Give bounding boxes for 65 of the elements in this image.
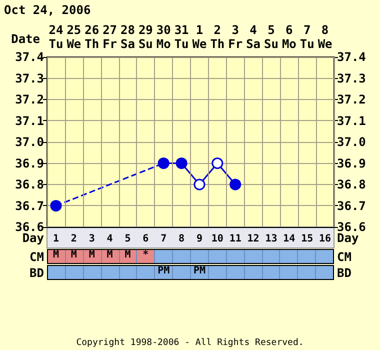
text: 3 Fr — [228, 23, 243, 51]
x-tick-label: 8 — [178, 234, 185, 244]
y2-tick-label: 37.2 — [337, 92, 366, 106]
x-tick-label: 6 * — [142, 234, 149, 260]
category-label: 9 PM — [193, 234, 206, 276]
y-tick-label: 36.9 — [15, 156, 44, 170]
y2-tick-label: 37.4 — [337, 50, 366, 64]
x-axis-title: Day — [22, 231, 44, 245]
text: 5 Su — [264, 23, 278, 51]
x-tick-label: 13 — [265, 234, 278, 244]
point — [176, 158, 188, 169]
text: 31 Tu — [174, 23, 189, 51]
y-tick-label: 37.2 — [15, 92, 44, 106]
y-tick-label: 37.3 — [15, 71, 44, 86]
y2-tick-label: 36.6 — [337, 220, 366, 234]
text: 26 Th — [84, 23, 100, 51]
y2-tick-label: 36.8 — [337, 178, 366, 192]
y2-tick-label: 37.3 — [337, 71, 366, 86]
x-tick-label: 4 M — [106, 234, 113, 260]
text: 29 Su — [138, 23, 153, 51]
x-tick-label: 1 M — [52, 234, 59, 260]
x-tick-label: 15 — [301, 234, 314, 244]
chart-title: Oct 24, 2006 — [4, 3, 91, 17]
point — [50, 200, 62, 212]
point — [158, 158, 170, 169]
text: 1 We — [192, 23, 207, 51]
text: 28 Sa — [120, 23, 135, 51]
text: CM — [30, 250, 44, 264]
y-tick-label: 37.0 — [15, 135, 44, 149]
x-tick-label: 11 — [229, 234, 242, 244]
text: 6 Mo — [282, 23, 296, 51]
point — [230, 178, 242, 190]
y2-tick-label: 37.0 — [337, 135, 366, 149]
y2-tick-label: 36.9 — [337, 156, 366, 170]
x-tick-label: 3 M — [88, 234, 95, 260]
x-tick-label: 2 M — [70, 234, 77, 260]
y-tick-label: 37.1 — [15, 114, 44, 128]
y-tick-label: 37.4 — [15, 50, 44, 64]
text: 25 We — [66, 23, 82, 51]
y2-tick-label: 36.7 — [337, 198, 366, 213]
x-tick-label: 12 — [247, 234, 260, 244]
x-tick-label: 16 — [319, 234, 332, 244]
y-tick-label: 36.6 — [15, 220, 44, 234]
x-tick-label: 5 M — [124, 234, 131, 260]
text: 24 Tu — [48, 23, 64, 51]
text: 2 Th — [210, 23, 225, 51]
x-tick-label: 10 — [211, 234, 224, 244]
text: 27 Fr — [102, 23, 118, 51]
y-tick-label: 36.8 — [15, 178, 44, 192]
text: 4 Sa — [246, 23, 261, 51]
text: Copyright 1998-2006 - All Rights Reserved. — [76, 338, 304, 348]
text: BD — [30, 266, 44, 280]
text: CM — [337, 250, 352, 264]
x-tick-label: 14 — [283, 234, 296, 244]
x2-axis-title: Date — [11, 32, 40, 46]
category-label: 7 PM — [158, 234, 170, 276]
text: BD — [337, 266, 352, 280]
y-tick-label: 36.7 — [15, 198, 44, 213]
text: 8 We — [318, 23, 332, 51]
y2-tick-label: 37.1 — [337, 114, 366, 128]
point — [194, 178, 206, 190]
text: 7 Tu — [300, 23, 314, 51]
point — [212, 158, 224, 169]
text: Day — [337, 231, 359, 245]
text: 30 Mo — [156, 23, 171, 51]
